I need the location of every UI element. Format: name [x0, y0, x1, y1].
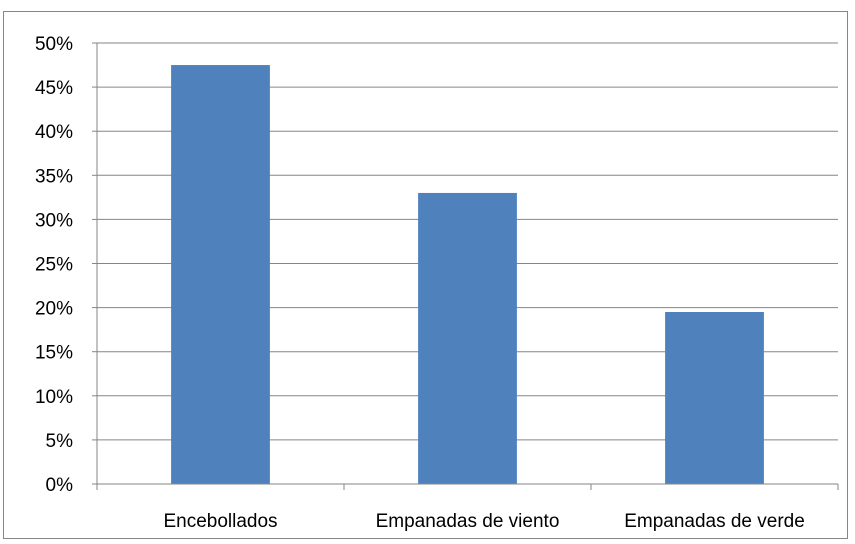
y-tick-labels: 0% 5% 10% 15% 20% 25% 30% 35% 40% 45% 50%: [35, 34, 97, 496]
y-tick-label: 30%: [35, 210, 73, 231]
y-tick-label: 45%: [35, 78, 73, 99]
y-tick-label: 35%: [35, 166, 73, 187]
y-tick-label: 0%: [46, 475, 74, 496]
bars: [171, 65, 764, 485]
bar: [171, 65, 270, 485]
y-tick-label: 20%: [35, 299, 73, 320]
y-tick-label: 40%: [35, 122, 73, 143]
x-category-label: Empanadas de verde: [624, 511, 805, 532]
y-tick-label: 10%: [35, 387, 73, 408]
y-tick-label: 50%: [35, 34, 73, 55]
y-tick-label: 15%: [35, 343, 73, 364]
bar: [418, 192, 517, 484]
bar: [665, 312, 764, 484]
x-category-labels: Encebollados Empanadas de viento Empanadas…: [163, 511, 804, 532]
x-category-label: Empanadas de viento: [376, 511, 560, 532]
x-category-label: Encebollados: [163, 511, 277, 532]
y-tick-label: 5%: [46, 431, 74, 452]
y-tick-label: 25%: [35, 255, 73, 276]
